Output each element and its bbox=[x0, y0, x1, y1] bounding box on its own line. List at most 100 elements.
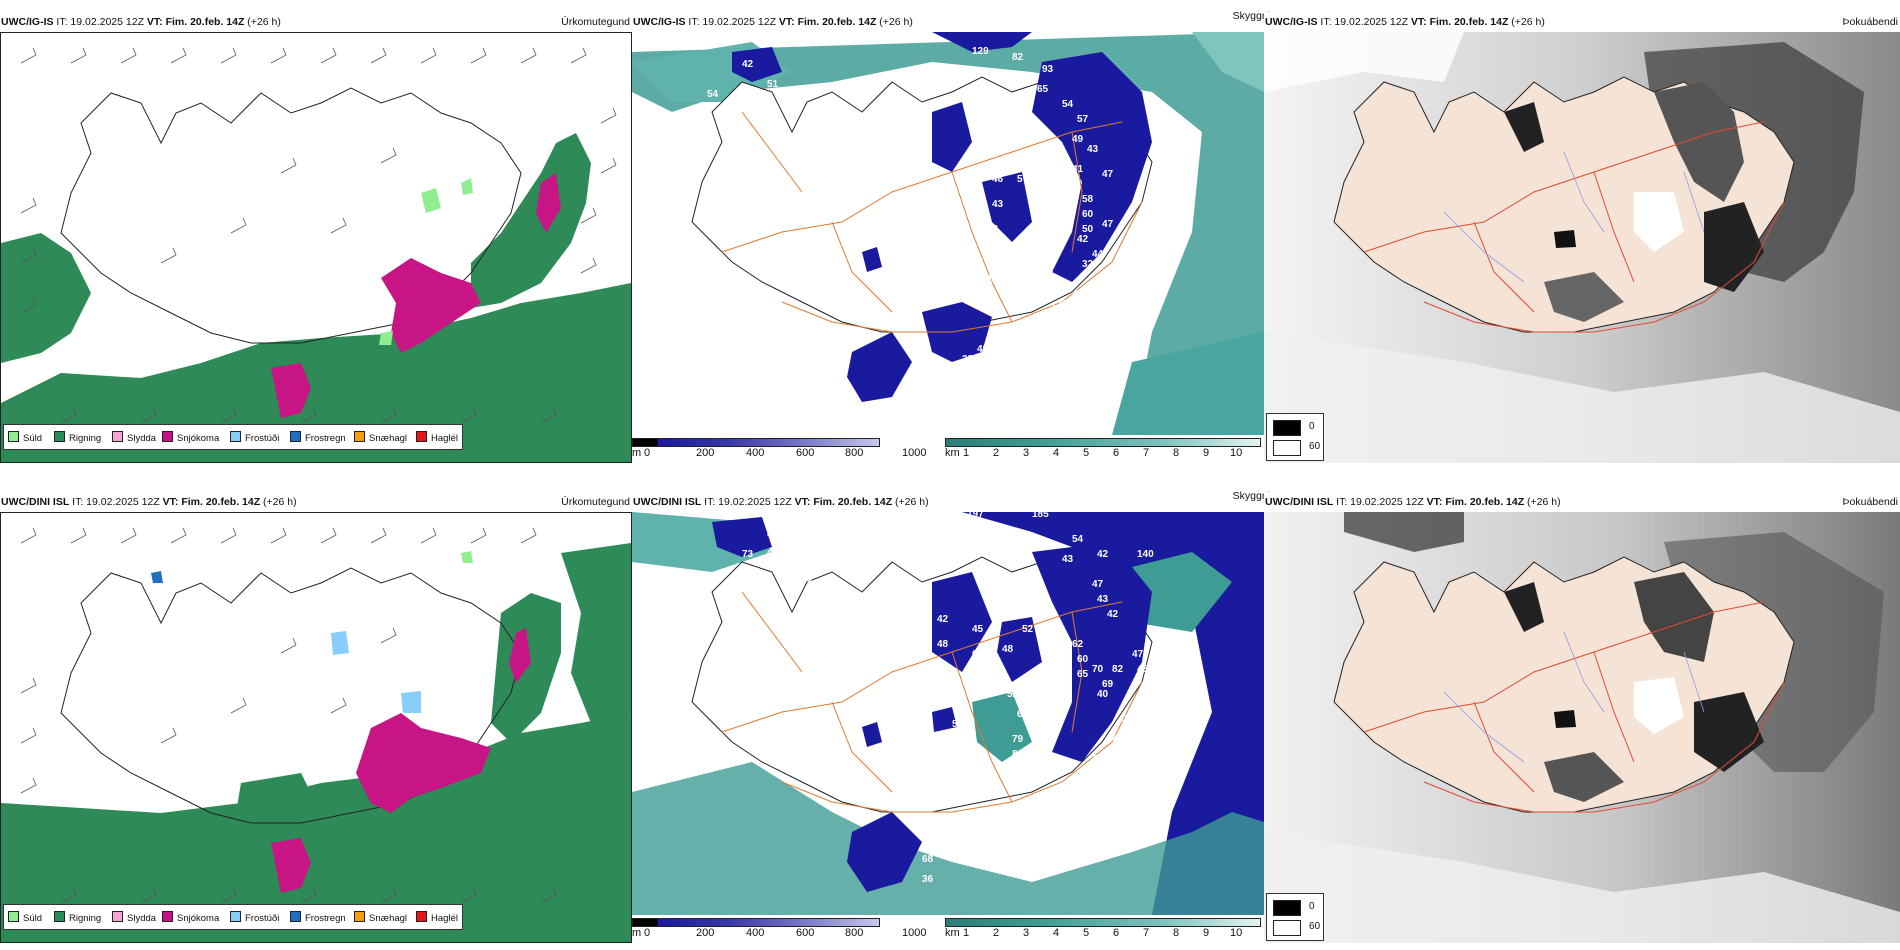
visibility-value-label: 28 bbox=[1122, 714, 1134, 725]
visibility-value-label: 45 bbox=[1062, 219, 1074, 230]
visibility-value-label: 129 bbox=[972, 46, 989, 57]
vt-label: VT: bbox=[1426, 496, 1443, 508]
legend-swatch bbox=[416, 431, 427, 442]
panel-header: UWC/DINI ISL IT: 19.02.2025 12Z VT: Fim.… bbox=[1264, 492, 1900, 512]
legend-item: Slydda bbox=[112, 431, 156, 444]
colorbar-unit: km bbox=[945, 447, 960, 459]
model-name: UWC/IG-IS bbox=[1265, 16, 1318, 28]
legend-item: Súld bbox=[8, 431, 42, 444]
vt-label: VT: bbox=[162, 496, 179, 508]
visibility-value-label: 65 bbox=[1047, 189, 1059, 200]
visibility-value-label: 197 bbox=[967, 512, 984, 520]
visibility-value-label: 58 bbox=[1082, 194, 1094, 205]
visibility-value-label: 82 bbox=[1012, 52, 1024, 63]
vt-value: Fim. 20.feb. 14Z bbox=[797, 16, 877, 28]
panel-title: Skyggni bbox=[1232, 490, 1270, 502]
panel-title: Úrkomutegund bbox=[561, 496, 630, 508]
visibility-value-label: 47 bbox=[1102, 219, 1114, 230]
colorbar-tick: 200 bbox=[696, 447, 715, 459]
visibility-value-label: 32 bbox=[1082, 259, 1094, 270]
precip-map[interactable] bbox=[0, 32, 632, 463]
legend-swatch bbox=[230, 911, 241, 922]
visibility-value-label: 89 bbox=[1012, 749, 1024, 760]
panel-header: UWC/IG-IS IT: 19.02.2025 12Z VT: Fim. 20… bbox=[632, 10, 1270, 32]
colorbar-tick: 400 bbox=[746, 447, 765, 459]
legend-swatch bbox=[1273, 440, 1301, 456]
model-name: UWC/DINI ISL bbox=[633, 496, 702, 508]
visibility-value-label: 42 bbox=[937, 614, 949, 625]
visibility-map[interactable]: 48 73 62 39 71 44 42 48 45 61 52 48 40 52 69 79 89 62 60 65… bbox=[632, 512, 1264, 915]
visibility-value-label: 69 bbox=[992, 254, 1004, 265]
visibility-value-label: 82 bbox=[1112, 664, 1124, 675]
legend-swatch bbox=[1273, 920, 1301, 936]
visibility-value-label: 121 bbox=[912, 34, 929, 45]
visibility-value-label: 31 bbox=[907, 399, 919, 410]
precip-type-legend: Súld Rigning Slydda Snjókoma Frostúði Fr… bbox=[3, 904, 463, 930]
init-time: IT: 19.02.2025 12Z bbox=[688, 16, 776, 28]
panel-header: UWC/IG-IS IT: 19.02.2025 12Z VT: Fim. 20… bbox=[1264, 12, 1900, 32]
legend-item: Rigning bbox=[54, 431, 101, 444]
visibility-value-label: 47 bbox=[1102, 169, 1114, 180]
visibility-value-label: 51 bbox=[767, 79, 779, 90]
init-time: IT: 19.02.2025 12Z bbox=[72, 496, 160, 508]
visibility-value-label: 43 bbox=[1062, 554, 1074, 565]
colorbar-tick: 200 bbox=[696, 927, 715, 939]
visibility-value-label: 48 bbox=[767, 529, 779, 540]
visibility-value-label: 35 bbox=[1082, 789, 1094, 800]
visibility-value-label: 50 bbox=[952, 719, 964, 730]
visibility-value-label: 60 bbox=[1082, 209, 1094, 220]
visibility-value-label: 41 bbox=[1072, 164, 1084, 175]
panel-title: Úrkomutegund bbox=[561, 16, 630, 28]
visibility-value-label: 69 bbox=[1102, 679, 1114, 690]
visibility-value-label: 79 bbox=[1012, 734, 1024, 745]
colorbar-unit: km bbox=[945, 927, 960, 939]
colorbar-tick: 9 bbox=[1203, 927, 1210, 939]
visibility-value-label: 62 bbox=[1072, 639, 1084, 650]
visibility-value-label: 54 bbox=[1072, 534, 1084, 545]
visibility-value-label: 42 bbox=[1092, 754, 1104, 765]
colorbar-tick: 1000 bbox=[902, 927, 927, 939]
vt-value: Fim. 20.feb. 14Z bbox=[1429, 16, 1509, 28]
visibility-value-label: 57 bbox=[1017, 174, 1029, 185]
precip-map[interactable] bbox=[0, 512, 632, 943]
visibility-value-label: 36 bbox=[922, 874, 934, 885]
panel-title: Þokuábendi bbox=[1842, 16, 1898, 28]
colorbar-tick: 4 bbox=[1053, 927, 1060, 939]
visibility-value-label: 57 bbox=[1077, 114, 1089, 125]
vt-value: Fim. 20.feb. 14Z bbox=[813, 496, 893, 508]
legend-item: Haglél bbox=[416, 431, 458, 444]
colorbar-ramp bbox=[945, 438, 1261, 447]
colorbar-tick: 6 bbox=[1113, 927, 1120, 939]
visibility-value-label: 45 bbox=[902, 374, 914, 385]
visibility-colorbar-km: km 1 2 3 4 5 6 7 8 9 10 bbox=[945, 918, 1263, 943]
visibility-map[interactable]: 42 51 62 54 73 62 46 43 52 57 55 65 70 45 58 60 50 47 42 44… bbox=[632, 32, 1264, 435]
cloud-map[interactable] bbox=[1264, 32, 1900, 463]
panel-header: UWC/IG-IS IT: 19.02.2025 12Z VT: Fim. 20… bbox=[0, 12, 632, 32]
visibility-value-label: 70 bbox=[1092, 664, 1104, 675]
legend-swatch bbox=[290, 911, 301, 922]
colorbar-tick: 10 bbox=[1230, 447, 1243, 459]
visibility-value-label: 40 bbox=[992, 679, 1004, 690]
visibility-value-label: 73 bbox=[887, 154, 899, 165]
legend-item: Frostregn bbox=[290, 431, 346, 444]
visibility-value-label: 29 bbox=[1032, 324, 1044, 335]
visibility-value-label: 73 bbox=[742, 549, 754, 560]
visibility-value-label: 42 bbox=[1077, 234, 1089, 245]
cloud-panel-row2: UWC/DINI ISL IT: 19.02.2025 12Z VT: Fim.… bbox=[1264, 492, 1900, 943]
visibility-value-label: 45 bbox=[1032, 274, 1044, 285]
precip-type-legend: Súld Rigning Slydda Snjókoma Frostúði Fr… bbox=[3, 424, 463, 450]
legend-swatch bbox=[1273, 900, 1301, 916]
legend-item: Snæhagl bbox=[354, 431, 407, 444]
visibility-value-label: 107 bbox=[887, 749, 904, 760]
visibility-value-label: 55 bbox=[1032, 194, 1044, 205]
visibility-value-label: 52 bbox=[1022, 624, 1034, 635]
vt-value: Fim. 20.feb. 14Z bbox=[165, 16, 245, 28]
colorbar-tick: 1000 bbox=[902, 447, 927, 459]
visibility-value-label: 108 bbox=[887, 289, 904, 300]
cloud-legend: 0 60 bbox=[1266, 413, 1324, 461]
colorbar-tick: 2 bbox=[993, 927, 1000, 939]
visibility-value-label: 44 bbox=[1092, 249, 1104, 260]
colorbar-tick: 6 bbox=[1113, 447, 1120, 459]
cloud-map[interactable] bbox=[1264, 512, 1900, 943]
visibility-value-label: 32 bbox=[1052, 304, 1064, 315]
